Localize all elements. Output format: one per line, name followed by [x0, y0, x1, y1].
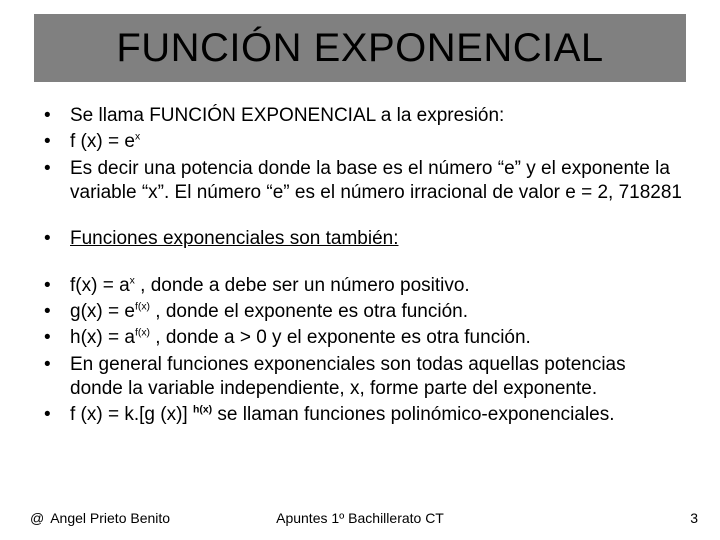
body: Se llama FUNCIÓN EXPONENCIAL a la expres… — [42, 104, 682, 429]
superscript: x — [135, 132, 140, 143]
superscript: f(x) — [135, 328, 150, 339]
text: f (x) = e — [70, 131, 135, 152]
superscript: h(x) — [193, 405, 212, 416]
bullet: g(x) = ef(x) , donde el exponente es otr… — [42, 300, 682, 324]
text: se llaman funciones polinómico-exponenci… — [212, 404, 614, 425]
text-underline: Funciones exponenciales son también: — [70, 228, 398, 249]
bullet: f (x) = ex — [42, 130, 682, 154]
text: FUNCIÓN EXPONENCIAL — [149, 105, 381, 126]
text: , donde a debe ser un número positivo. — [135, 275, 470, 296]
bullet: f (x) = k.[g (x)] h(x) se llaman funcion… — [42, 403, 682, 427]
page-number: 3 — [690, 510, 698, 526]
bullet: Funciones exponenciales son también: — [42, 227, 682, 251]
text: Se llama — [70, 105, 149, 126]
block-1: Se llama FUNCIÓN EXPONENCIAL a la expres… — [42, 104, 682, 205]
slide-title: FUNCIÓN EXPONENCIAL — [116, 26, 603, 71]
text: f (x) = k.[g (x)] — [70, 404, 193, 425]
bullet: h(x) = af(x) , donde a > 0 y el exponent… — [42, 326, 682, 350]
bullet: Se llama FUNCIÓN EXPONENCIAL a la expres… — [42, 104, 682, 128]
superscript: f(x) — [135, 302, 150, 313]
bullet: f(x) = ax , donde a debe ser un número p… — [42, 274, 682, 298]
text: , donde a > 0 y el exponente es otra fun… — [150, 327, 531, 348]
block-2: Funciones exponenciales son también: — [42, 227, 682, 251]
title-box: FUNCIÓN EXPONENCIAL — [34, 14, 686, 82]
text: a la expresión: — [381, 105, 505, 126]
footer-center: Apuntes 1º Bachillerato CT — [0, 510, 720, 526]
text: En general funciones exponenciales son t… — [70, 354, 626, 399]
bullet: En general funciones exponenciales son t… — [42, 353, 682, 402]
slide: FUNCIÓN EXPONENCIAL Se llama FUNCIÓN EXP… — [0, 0, 720, 540]
text: f(x) = a — [70, 275, 130, 296]
bullet: Es decir una potencia donde la base es e… — [42, 157, 682, 206]
text: , donde el exponente es otra función. — [150, 301, 468, 322]
block-3: f(x) = ax , donde a debe ser un número p… — [42, 274, 682, 428]
text: Es decir una potencia donde la base es e… — [70, 158, 682, 203]
text: g(x) = e — [70, 301, 135, 322]
text: h(x) = a — [70, 327, 135, 348]
